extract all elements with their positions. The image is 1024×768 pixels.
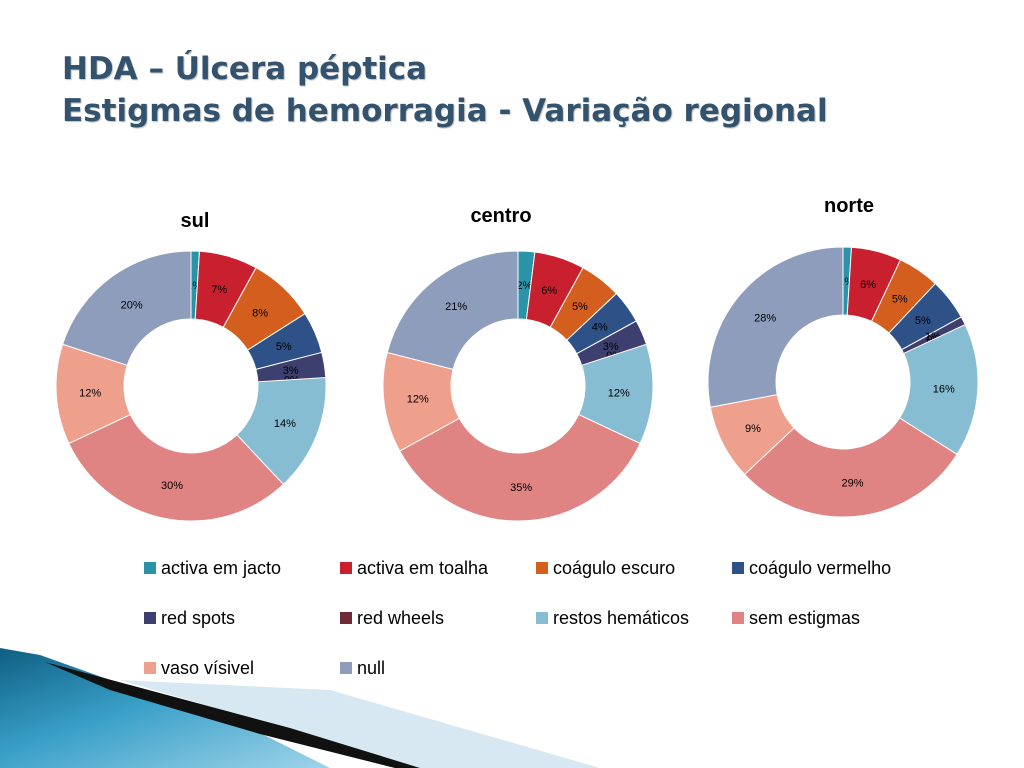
legend-item-coagulo-escuro: coágulo escuro (536, 556, 732, 580)
data-label-restos-hematicos: 14% (274, 418, 296, 430)
legend-item-null: null (340, 656, 536, 680)
slide-title-line-1: HDA – Úlcera péptica (62, 51, 428, 87)
legend-label: activa em jacto (161, 557, 282, 578)
swoosh-black-stripe (45, 662, 420, 768)
legend-swatch (732, 562, 744, 574)
data-label-activa-em-toalha: 6% (541, 285, 557, 297)
data-label-activa-em-toalha: 7% (211, 284, 227, 296)
legend-item-red-spots: red spots (144, 606, 340, 630)
data-label-null: 21% (445, 301, 467, 313)
donut-charts: sul 1%7%8%5%3%0%14%30%12%20% centro 2%6%… (55, 195, 979, 522)
data-label-vaso-visivel: 9% (745, 423, 761, 435)
data-label-coagulo-vermelho: 5% (915, 315, 931, 327)
data-label-red-spots: 3% (603, 341, 619, 353)
donut-slice-sem-estigmas (68, 413, 285, 522)
data-label-coagulo-escuro: 8% (252, 307, 268, 319)
data-label-null: 20% (121, 299, 143, 311)
donut-slice-restos-hematicos (898, 323, 979, 456)
legend-label: coágulo escuro (553, 557, 676, 578)
swoosh-light-band (120, 680, 600, 768)
legend-swatch (732, 612, 744, 624)
chart-legend: activa em jacto activa em toalha coágulo… (144, 556, 944, 680)
data-label-coagulo-vermelho: 4% (592, 322, 608, 334)
legend-swatch (536, 612, 548, 624)
slide-title: HDA – Úlcera péptica Estigmas de hemorra… (62, 48, 828, 132)
legend-label: restos hemáticos (553, 607, 690, 628)
data-label-activa-em-toalha: 6% (860, 279, 876, 291)
donut-chart-norte: norte 1%6%5%5%1%0%16%29%9%28% (707, 195, 979, 518)
data-label-sem-estigmas: 35% (510, 482, 532, 494)
legend-label: red spots (161, 607, 236, 628)
legend-swatch (144, 662, 156, 674)
donut-slice-null (61, 250, 192, 366)
data-label-coagulo-vermelho: 5% (276, 341, 292, 353)
data-label-restos-hematicos: 12% (608, 387, 630, 399)
data-label-null: 28% (754, 313, 776, 325)
data-label-red-spots: 3% (283, 365, 299, 377)
chart-title-norte: norte (824, 195, 874, 217)
legend-item-red-wheels: red wheels (340, 606, 536, 630)
legend-swatch (340, 662, 352, 674)
data-label-restos-hematicos: 16% (933, 383, 955, 395)
donut-chart-centro: centro 2%6%5%4%3%0%12%35%12%21% (382, 205, 654, 522)
legend-swatch (144, 562, 156, 574)
donut-chart-sul: sul 1%7%8%5%3%0%14%30%12%20% (55, 210, 327, 522)
legend-label: coágulo vermelho (749, 557, 892, 578)
legend-item-vaso-visivel: vaso vísivel (144, 656, 340, 680)
slide-title-line-2: Estigmas de hemorragia - Variação region… (62, 93, 828, 129)
legend-label: vaso vísivel (161, 657, 255, 678)
legend-item-coagulo-vermelho: coágulo vermelho (732, 556, 932, 580)
donut-slice-sem-estigmas (399, 413, 641, 522)
legend-item-restos-hematicos: restos hemáticos (536, 606, 732, 630)
data-label-vaso-visivel: 12% (407, 394, 429, 406)
legend-item-activa-em-jacto: activa em jacto (144, 556, 340, 580)
legend-swatch (340, 612, 352, 624)
donut-slice-null (386, 250, 519, 370)
legend-label: activa em toalha (357, 557, 489, 578)
legend-label: red wheels (357, 607, 445, 628)
chart-title-sul: sul (181, 210, 210, 232)
legend-label: null (357, 657, 386, 678)
legend-swatch (340, 562, 352, 574)
chart-title-centro: centro (470, 205, 531, 227)
legend-swatch (536, 562, 548, 574)
data-label-coagulo-escuro: 5% (892, 293, 908, 305)
legend-item-activa-em-toalha: activa em toalha (340, 556, 536, 580)
legend-item-sem-estigmas: sem estigmas (732, 606, 932, 630)
donut-slice-sem-estigmas (743, 417, 958, 518)
data-label-coagulo-escuro: 5% (572, 301, 588, 313)
legend-label: sem estigmas (749, 607, 861, 628)
data-label-sem-estigmas: 29% (841, 478, 863, 490)
data-label-sem-estigmas: 30% (161, 480, 183, 492)
data-label-vaso-visivel: 12% (79, 387, 101, 399)
donut-slice-null (707, 246, 844, 408)
data-label-activa-em-jacto: 2% (516, 280, 532, 292)
legend-swatch (144, 612, 156, 624)
